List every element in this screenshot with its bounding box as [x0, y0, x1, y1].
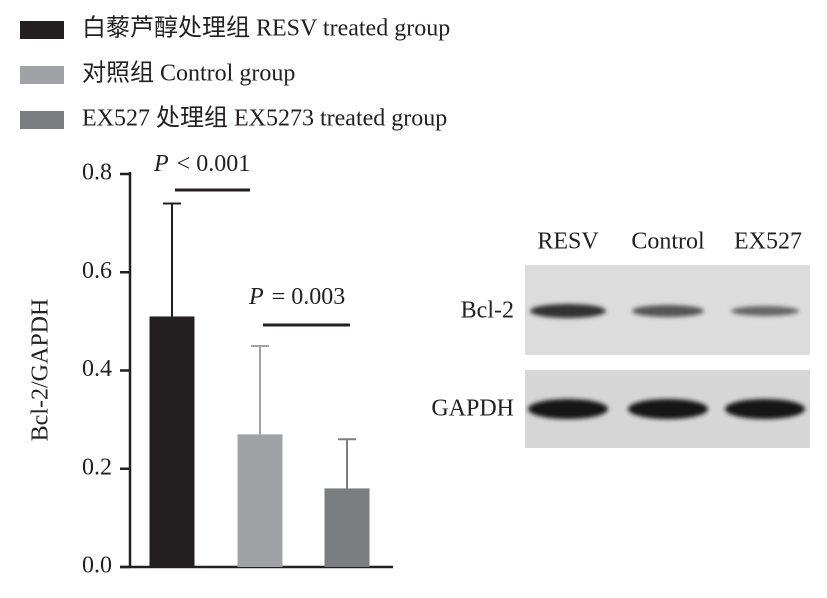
row-label: GAPDH [431, 396, 514, 422]
row-label: Bcl-2 [461, 298, 514, 324]
p-value-annotation: P = 0.003 [248, 284, 345, 310]
annotation-part: = 0.003 [272, 284, 346, 310]
error-bar [251, 344, 269, 435]
legend-label: 白藜芦醇处理组 RESV treated group [82, 15, 450, 42]
error-bar [163, 202, 181, 317]
lane-label: RESV [537, 229, 599, 255]
error-bar [338, 438, 356, 489]
bar [149, 316, 195, 567]
annotation-part: P [153, 151, 169, 177]
lane-label: EX527 [734, 229, 802, 255]
lane-label: Control [631, 229, 705, 255]
annotation-part: < 0.001 [177, 151, 251, 177]
y-tick-label: 0.8 [82, 160, 112, 186]
legend-swatch [20, 111, 64, 129]
y-tick-label: 0.0 [82, 553, 112, 579]
bar [237, 434, 283, 567]
y-tick-label: 0.6 [82, 258, 112, 284]
legend-swatch [20, 66, 64, 84]
y-axis-label: Bcl-2/GAPDH [28, 299, 54, 442]
y-tick-label: 0.4 [82, 356, 112, 382]
bands [528, 304, 805, 419]
legend-label: 对照组 Control group [82, 60, 295, 87]
legend-label: EX527 处理组 EX5273 treated group [82, 105, 447, 132]
bar [324, 488, 370, 567]
annotation-part: P [248, 284, 264, 310]
p-value-annotation: P < 0.001 [153, 151, 250, 177]
legend-swatch [20, 21, 64, 39]
y-tick-label: 0.2 [82, 454, 112, 480]
